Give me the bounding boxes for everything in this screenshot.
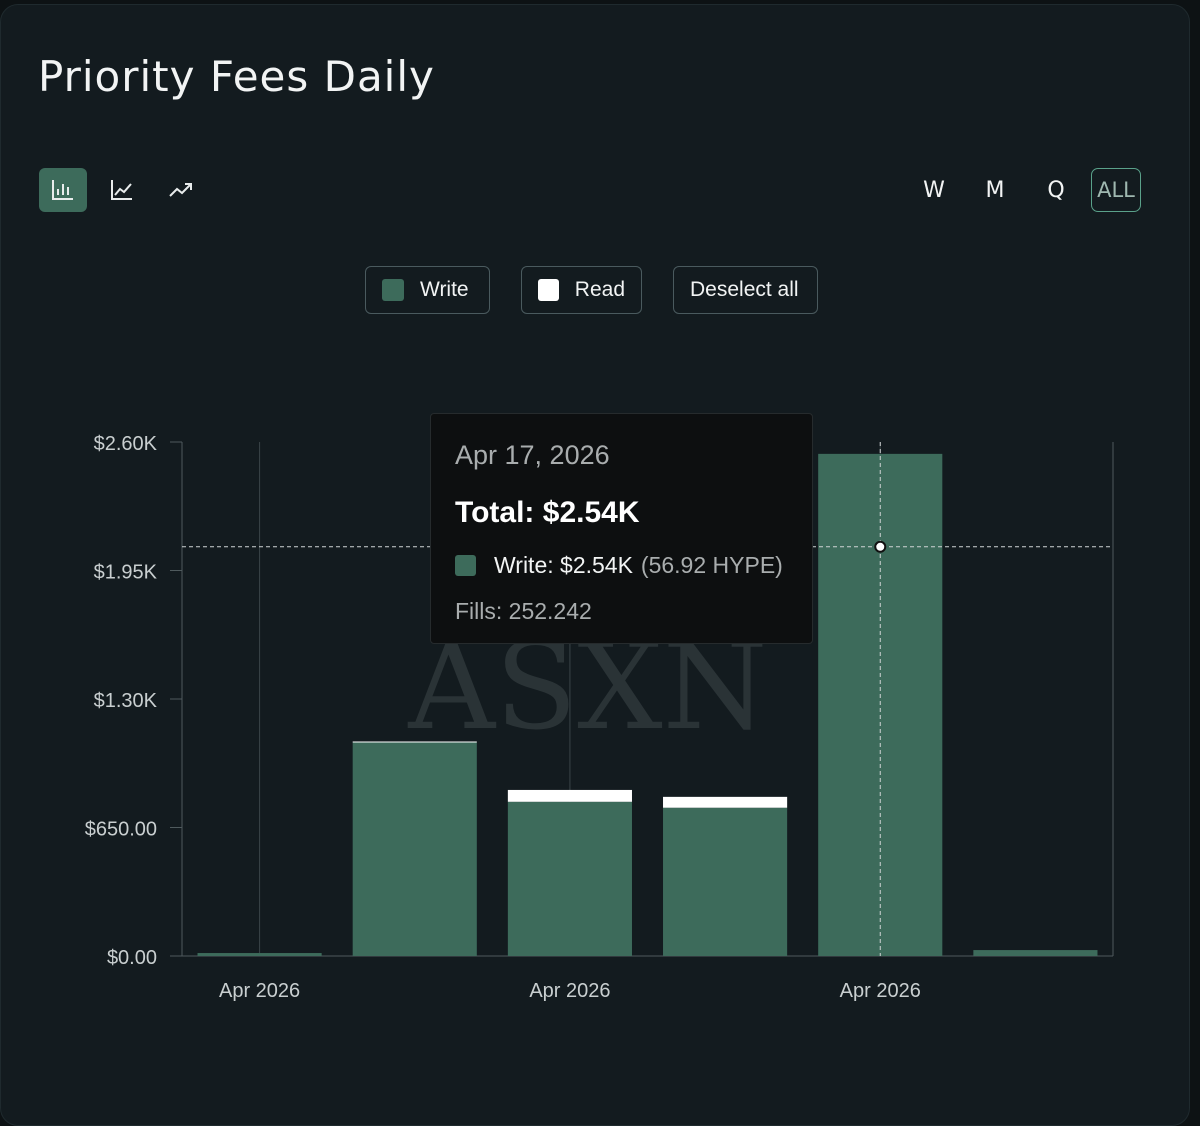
chart-tooltip: Apr 17, 2026 Total: $2.54K Write: $2.54K…: [430, 413, 813, 644]
bar-write: [197, 953, 322, 956]
bar-write: [352, 742, 477, 956]
tooltip-write: Write: $2.54K: [494, 552, 633, 578]
tooltip-total: Total: $2.54K: [455, 496, 640, 529]
bar-write: [507, 801, 632, 956]
line-chart-icon: [111, 180, 132, 200]
range-all-button[interactable]: ALL: [1091, 168, 1141, 212]
legend-read-button[interactable]: Read: [521, 266, 642, 314]
bar-chart-button[interactable]: [39, 168, 87, 212]
x-tick-label: Apr 2026: [529, 980, 610, 1002]
legend-write-button[interactable]: Write: [365, 266, 490, 314]
tooltip-date: Apr 17, 2026: [455, 440, 610, 470]
read-swatch: [538, 279, 559, 301]
y-tick-label: $0.00: [107, 947, 157, 969]
trend-button[interactable]: [157, 168, 205, 212]
range-month-button[interactable]: M: [985, 177, 1005, 203]
bar-read: [663, 796, 788, 808]
y-tick-label: $650.00: [85, 819, 157, 841]
bar-write: [663, 807, 788, 956]
bar-write: [973, 950, 1098, 956]
legend-read-label: Read: [574, 278, 625, 301]
bar-read: [352, 741, 477, 743]
tooltip-fills: Fills: 252.242: [455, 598, 592, 624]
tooltip-write-row: Write: $2.54K (56.92 HYPE): [455, 552, 783, 579]
range-quarter-button[interactable]: Q: [1047, 177, 1065, 203]
y-tick-label: $1.95K: [94, 562, 158, 584]
x-tick-label: Apr 2026: [840, 980, 921, 1002]
y-tick-label: $2.60K: [94, 433, 158, 455]
page-title: Priority Fees Daily: [38, 52, 435, 101]
range-week-button[interactable]: W: [923, 177, 945, 203]
crosshair-point: [874, 540, 887, 553]
trend-icon: [169, 183, 192, 197]
write-swatch: [382, 279, 404, 301]
legend-write-label: Write: [420, 278, 469, 301]
tooltip-write-swatch: [455, 555, 476, 576]
line-chart-button[interactable]: [98, 168, 146, 212]
tooltip-hype: (56.92 HYPE): [640, 552, 783, 578]
x-tick-label: Apr 2026: [219, 980, 300, 1002]
bar-read: [507, 789, 632, 802]
y-tick-label: $1.30K: [94, 690, 158, 712]
bar-chart-icon: [52, 180, 73, 200]
deselect-all-button[interactable]: Deselect all: [673, 266, 818, 314]
